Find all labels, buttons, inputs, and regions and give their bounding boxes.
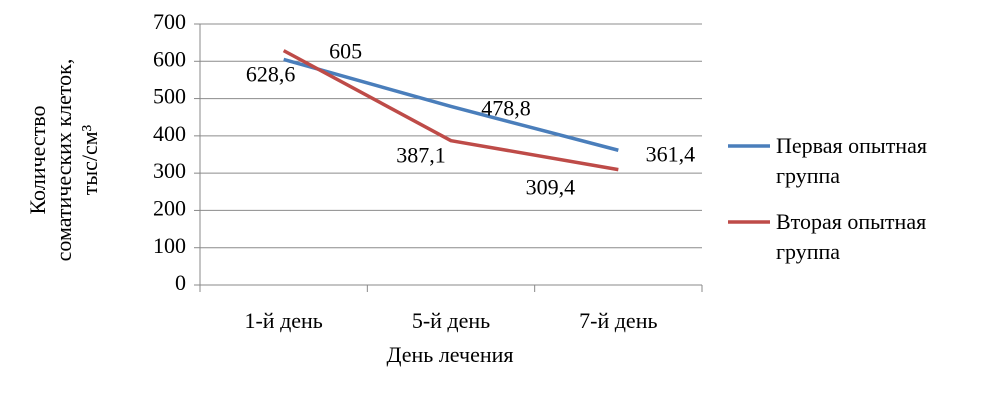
y-axis-title: Количество соматических клеток, тыс/см³ — [25, 59, 102, 262]
data-label: 478,8 — [481, 96, 531, 121]
y-axis-title-line: соматических клеток, — [51, 59, 76, 262]
y-tick-label: 200 — [153, 195, 186, 220]
data-label: 628,6 — [246, 62, 296, 87]
data-label: 309,4 — [526, 175, 576, 200]
y-tick-label: 500 — [153, 84, 186, 109]
y-tick-label: 100 — [153, 233, 186, 258]
y-tick-label: 600 — [153, 46, 186, 71]
data-label: 361,4 — [646, 141, 696, 166]
line-series — [282, 49, 619, 172]
y-tick-label: 0 — [175, 270, 186, 295]
x-axis-title: День лечения — [386, 342, 513, 367]
data-label: 605 — [329, 38, 362, 63]
line-series — [283, 57, 619, 152]
y-axis-title-line: тыс/см³ — [77, 124, 102, 195]
x-tick-label: 7-й день — [579, 308, 657, 333]
data-label: 387,1 — [396, 143, 446, 168]
y-tick-label: 400 — [153, 121, 186, 146]
legend-label: Первая опытная группа — [776, 133, 927, 188]
legend-label: Вторая опытная группа — [776, 209, 927, 264]
y-axis-title-line: Количество — [25, 105, 50, 214]
x-tick-label: 5-й день — [412, 308, 490, 333]
x-tick-label: 1-й день — [244, 308, 322, 333]
y-tick-label: 700 — [153, 9, 186, 34]
y-tick-label: 300 — [153, 158, 186, 183]
